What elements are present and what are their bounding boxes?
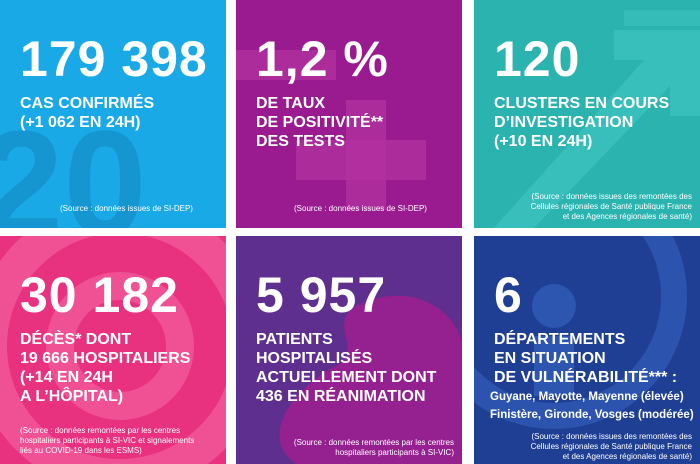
clusters-label: CLUSTERS EN COURS D’INVESTIGATION (+10 E… (494, 94, 669, 151)
label-line: ACTUELLEMENT DONT (256, 369, 437, 386)
source-line: (Source : données remontées par les cent… (293, 438, 454, 447)
source-line: Cellules régionales de Santé publique Fr… (530, 442, 692, 451)
hospitalized-source: (Source : données remontées par les cent… (294, 438, 454, 458)
source-line: hospitaliers participants à SI-VIC et si… (20, 436, 195, 445)
tile-departments: 6 DÉPARTEMENTS EN SITUATION DE VULNÉRABI… (474, 236, 700, 464)
confirmed-cases-value: 179 398 (20, 31, 208, 87)
source-line: Cellules régionales de Santé publique Fr… (530, 202, 692, 211)
clusters-value: 120 (494, 31, 581, 87)
label-line: A L’HÔPITAL) (20, 388, 124, 405)
label-line: EN SITUATION (494, 350, 606, 367)
deaths-source: (Source : données remontées par les cent… (20, 426, 194, 456)
positivity-label: DE TAUX DE POSITIVITÉ** DES TESTS (256, 94, 383, 151)
label-line: DES TESTS (256, 133, 345, 150)
source-line: (Source : données remontées par les cent… (20, 426, 181, 435)
label-line: DE VULNÉRABILITÉ*** : (494, 369, 678, 386)
source-line: (Source : données issues des remontées d… (531, 432, 692, 441)
department-line: Finistère, Gironde, Vosges (modérée) (490, 409, 694, 421)
clusters-source: (Source : données issues des remontées d… (531, 192, 692, 222)
confirmed-cases-source: (Source : données issues de SI-DEP) (60, 204, 193, 213)
departments-vulnerability-list: Guyane, Mayotte, Mayenne (élevée) Finist… (490, 390, 694, 422)
departments-label: DÉPARTEMENTS EN SITUATION DE VULNÉRABILI… (494, 330, 677, 387)
tile-deaths: 30 182 DÉCÈS* DONT 19 666 HOSPITALIERS (… (0, 236, 226, 464)
label-line: CLUSTERS EN COURS (494, 95, 670, 112)
label-line: PATIENTS (256, 331, 333, 348)
deaths-label: DÉCÈS* DONT 19 666 HOSPITALIERS (+14 EN … (20, 330, 190, 406)
label-line: (+10 EN 24H) (494, 133, 593, 150)
source-line: et des Agences régionales de santé) (562, 452, 692, 461)
label-line: 19 666 HOSPITALIERS (20, 350, 191, 367)
confirmed-cases-label: CAS CONFIRMÉS (+1 062 EN 24H) (20, 94, 154, 132)
label-line: DÉPARTEMENTS (494, 331, 626, 348)
tile-hospitalized: 5 957 PATIENTS HOSPITALISÉS ACTUELLEMENT… (236, 236, 462, 464)
source-line: (Source : données issues des remontées d… (531, 192, 692, 201)
label-line: (+1 062 EN 24H) (20, 114, 141, 131)
departments-source: (Source : données issues des remontées d… (531, 432, 692, 462)
positivity-source: (Source : données issues de SI-DEP) (294, 204, 427, 213)
label-line: (+14 EN 24H (20, 369, 113, 386)
tile-clusters: 120 CLUSTERS EN COURS D’INVESTIGATION (+… (474, 0, 700, 228)
deaths-value: 30 182 (20, 267, 179, 323)
hospitalized-value: 5 957 (256, 267, 387, 323)
source-line: liés au COVID-19 dans les ESMS) (20, 446, 142, 455)
label-line: DE TAUX (256, 95, 326, 112)
label-line: DE POSITIVITÉ** (256, 114, 384, 131)
source-line: et des Agences régionales de santé) (562, 212, 692, 221)
label-line: DÉCÈS* DONT (20, 331, 132, 348)
departments-value: 6 (494, 267, 523, 323)
hospitalized-label: PATIENTS HOSPITALISÉS ACTUELLEMENT DONT … (256, 330, 436, 406)
department-line: Guyane, Mayotte, Mayenne (élevée) (490, 391, 684, 403)
label-line: HOSPITALISÉS (256, 350, 373, 367)
positivity-value: 1,2 % (256, 31, 389, 87)
label-line: D’INVESTIGATION (494, 114, 634, 131)
tile-positivity-rate: 1,2 % DE TAUX DE POSITIVITÉ** DES TESTS … (236, 0, 462, 228)
label-line: CAS CONFIRMÉS (20, 95, 155, 112)
source-line: hospitaliers participants à SI-VIC) (335, 448, 454, 457)
tile-confirmed-cases: 20 179 398 CAS CONFIRMÉS (+1 062 EN 24H)… (0, 0, 226, 228)
label-line: 436 EN RÉANIMATION (256, 388, 426, 405)
